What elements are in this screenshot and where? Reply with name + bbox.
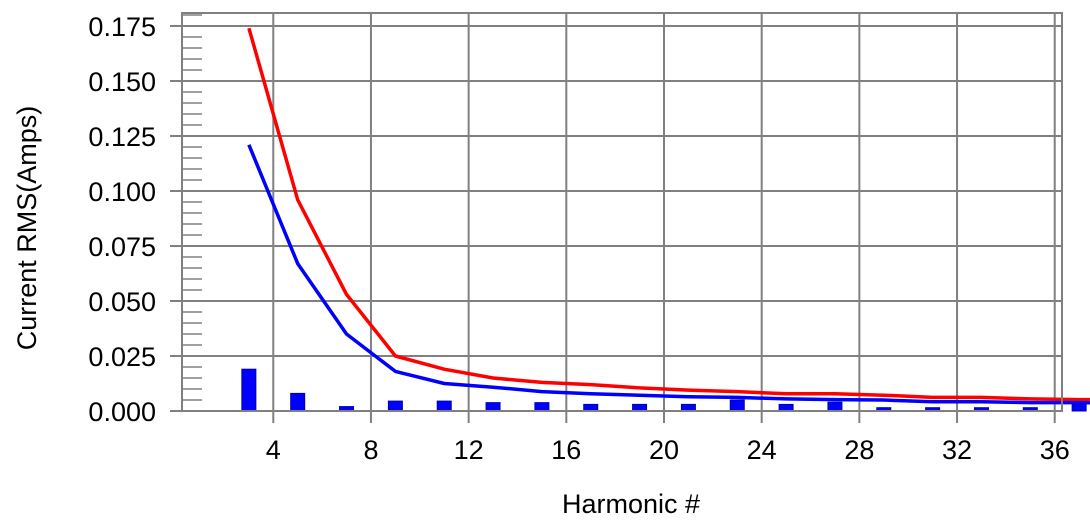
y-tick-label: 0.150 [88,67,156,97]
y-tick-label: 0.000 [88,397,156,427]
x-tick-label: 32 [942,435,972,465]
y-tick-label: 0.075 [88,232,156,262]
y-tick-labels: 0.000 0.025 0.050 0.075 0.100 0.125 0.150 0.175 [88,12,156,427]
bar-series [241,368,1087,412]
x-tick-label: 24 [747,435,777,465]
bar [729,399,745,412]
x-tick-labels: 481216202428323640 [266,435,1070,465]
series-line-1 [247,27,1090,402]
y-tick-label: 0.125 [88,122,156,152]
bar [241,368,257,412]
y-tick-label: 0.175 [88,12,156,42]
bar [534,402,550,412]
x-tick-label: 4 [266,435,281,465]
plot-frame [181,12,1063,412]
y-axis-title: Current RMS(Amps) [12,106,42,351]
bar [436,400,452,412]
bar [485,402,501,412]
bar [387,400,403,412]
grid [170,13,1062,423]
x-tick-label: 12 [454,435,484,465]
bar [1071,403,1087,412]
series-line-2 [247,144,1090,405]
x-tick-label: 36 [1040,435,1070,465]
plot-background [182,13,1062,411]
bar [290,392,306,412]
line-series [247,27,1090,405]
x-axis-title: Harmonic # [562,489,700,519]
bar [827,401,843,412]
x-tick-label: 16 [551,435,581,465]
y-tick-label: 0.025 [88,342,156,372]
y-minor-ticks [182,14,202,412]
y-tick-label: 0.050 [88,287,156,317]
x-tick-label: 8 [363,435,378,465]
x-tick-label: 28 [844,435,874,465]
x-tick-label: 20 [649,435,679,465]
y-tick-label: 0.100 [88,177,156,207]
